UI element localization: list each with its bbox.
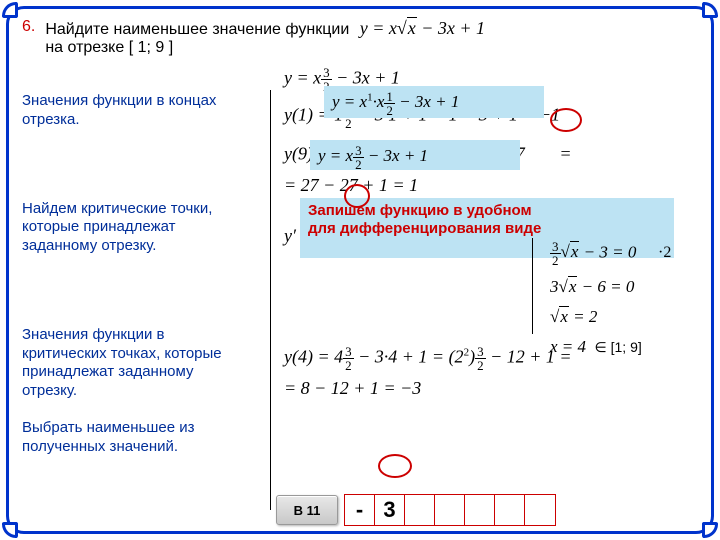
side-eq-1: 3x − 6 = 0 bbox=[550, 277, 642, 297]
answer-cell[interactable] bbox=[435, 495, 465, 525]
divider bbox=[270, 90, 271, 510]
note-endpoints: Значения функции в концах отрезка. bbox=[22, 92, 252, 130]
task-formula: y = xx − 3x + 1 bbox=[360, 18, 485, 38]
answer-cells: - 3 bbox=[344, 494, 556, 526]
overlay-1: y = x1·x12 − 3x + 1 bbox=[324, 86, 544, 118]
task-id-button[interactable]: В 11 bbox=[276, 495, 338, 525]
task-body: Найдите наименьшее значение функции y = … bbox=[45, 18, 485, 57]
overlay-2: y = x32 − 3x + 1 bbox=[310, 140, 520, 170]
circle-highlight bbox=[550, 108, 582, 132]
circle-highlight bbox=[344, 184, 370, 208]
note-critvalues: Значения функции в критических точках, к… bbox=[22, 326, 252, 401]
side-eq-3: x = 4 ∈ [1; 9] bbox=[550, 337, 642, 357]
answer-cell[interactable]: 3 bbox=[375, 495, 405, 525]
answer-cell[interactable] bbox=[525, 495, 555, 525]
task-text: Найдите наименьшее значение функции bbox=[45, 21, 349, 38]
side-eq-0: 32x − 3 = 0 bbox=[550, 240, 642, 267]
answer-cell[interactable] bbox=[495, 495, 525, 525]
wedge bbox=[520, 140, 554, 170]
eq-y4b: = 8 − 12 + 1 = −3 bbox=[284, 378, 698, 399]
corner bbox=[2, 522, 18, 538]
answer-cell[interactable] bbox=[405, 495, 435, 525]
sqrt-icon: x bbox=[397, 18, 417, 39]
circle-highlight bbox=[378, 454, 412, 478]
answer-cell[interactable]: - bbox=[345, 495, 375, 525]
task-interval: на отрезке [ 1; 9 ] bbox=[45, 39, 485, 57]
task-number: 6. bbox=[22, 18, 35, 36]
note-choose: Выбрать наименьшее из полученных значени… bbox=[22, 419, 252, 457]
task-row: 6. Найдите наименьшее значение функции y… bbox=[22, 18, 698, 57]
answer-row: В 11 - 3 bbox=[276, 494, 556, 526]
corner bbox=[702, 2, 718, 18]
overlay-red-2: для дифференцирования виде bbox=[308, 220, 666, 238]
corner bbox=[2, 2, 18, 18]
mul2-label: ·2 bbox=[658, 244, 671, 262]
side-eq-2: x = 2 bbox=[550, 307, 642, 327]
note-critical: Найдем критические точки, которые принад… bbox=[22, 200, 252, 256]
left-column: Значения функции в концах отрезка. Найде… bbox=[22, 92, 252, 526]
corner bbox=[702, 522, 718, 538]
divider bbox=[532, 238, 533, 334]
answer-cell[interactable] bbox=[465, 495, 495, 525]
side-column: 32x − 3 = 0 3x − 6 = 0 x = 2 x = 4 ∈ [1;… bbox=[550, 240, 642, 367]
